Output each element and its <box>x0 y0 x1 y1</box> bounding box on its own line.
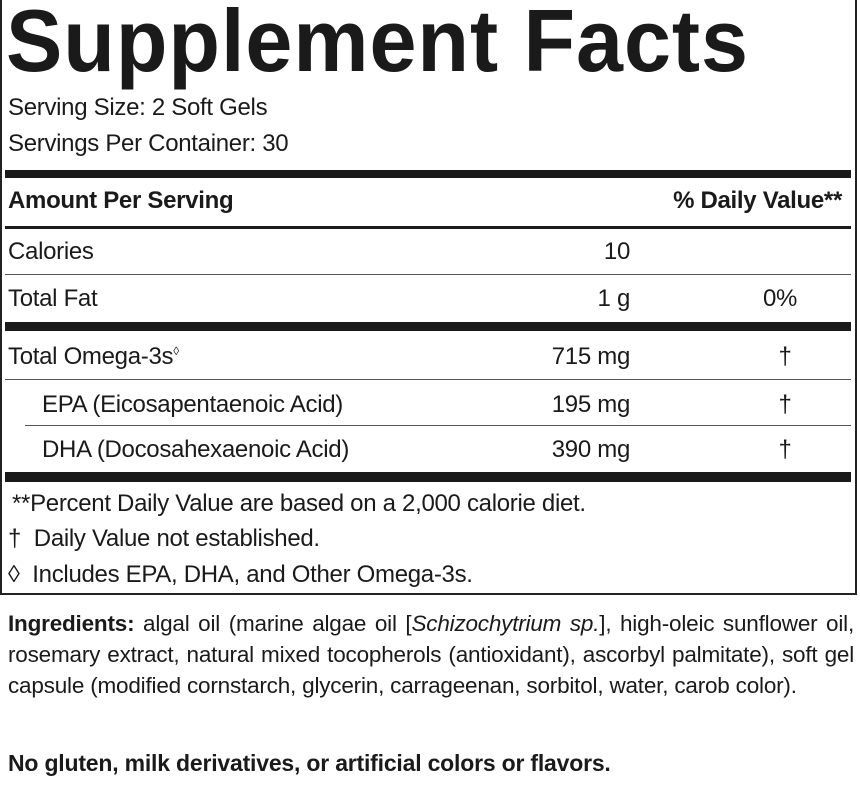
footnote-daily-value: **Percent Daily Value are based on a 2,0… <box>12 490 586 517</box>
amount-header: Amount Per Serving <box>8 187 234 214</box>
diamond-footnote-mark: ◊ <box>173 344 179 358</box>
row-name: DHA (Docosahexaenoic Acid) <box>42 436 350 463</box>
divider-thin <box>5 274 851 275</box>
row-name: Calories <box>8 238 94 265</box>
row-dv: † <box>778 391 792 418</box>
ingredients-text: ], high-oleic sunflower oil, rosemary ex… <box>8 611 855 698</box>
divider-thick <box>5 472 851 482</box>
row-name: Total Fat <box>8 285 98 312</box>
panel-title: Supplement Facts <box>6 0 749 90</box>
row-amount: 390 mg <box>551 436 631 463</box>
footnote-diamond: ◊ Includes EPA, DHA, and Other Omega-3s. <box>8 561 473 588</box>
divider-thick <box>5 170 851 178</box>
ingredients-text: algal oil (marine algae oil [ <box>134 611 412 636</box>
row-amount: 1 g <box>597 285 631 312</box>
ingredients-species: Schizochytrium sp. <box>411 611 600 636</box>
row-dv: 0% <box>762 285 798 312</box>
dv-header: % Daily Value** <box>673 187 842 214</box>
ingredients-label: Ingredients: <box>8 611 135 636</box>
ingredients: Ingredients: algal oil (marine algae oil… <box>8 608 854 701</box>
row-name: EPA (Eicosapentaenoic Acid) <box>42 391 343 418</box>
row-amount: 10 <box>603 238 630 265</box>
servings-per-container: Servings Per Container: 30 <box>8 130 289 157</box>
supplement-facts-panel <box>0 0 857 595</box>
row-name: Total Omega-3s◊ <box>8 343 179 371</box>
row-dv: † <box>778 343 792 370</box>
row-amount: 715 mg <box>551 343 631 370</box>
divider-medium <box>5 226 851 229</box>
row-dv: † <box>778 436 792 463</box>
footnote-dagger: † Daily Value not established. <box>8 525 320 552</box>
divider-thin <box>5 379 851 380</box>
row-name-text: Total Omega-3s <box>8 343 174 370</box>
free-from-statement: No gluten, milk derivatives, or artifici… <box>8 750 611 776</box>
divider-thick <box>5 322 851 331</box>
serving-size: Serving Size: 2 Soft Gels <box>8 94 268 121</box>
row-amount: 195 mg <box>551 391 631 418</box>
divider-thin <box>25 425 851 426</box>
